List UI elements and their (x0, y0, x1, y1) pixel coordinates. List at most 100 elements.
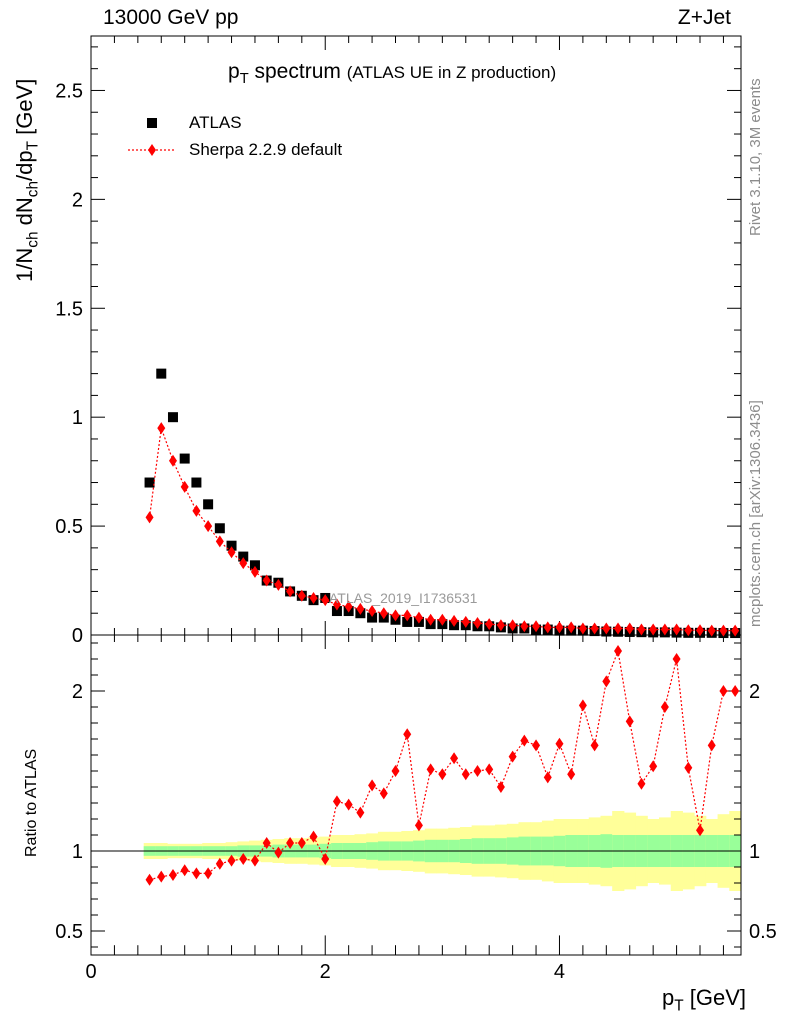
rivet-version-text: Rivet 3.1.10, 3M events (747, 78, 764, 236)
sherpa-point (578, 622, 587, 635)
ratio-point (157, 870, 166, 883)
ratio-point (297, 837, 306, 849)
atlas-point (226, 540, 237, 551)
ratio-point (344, 798, 353, 811)
sherpa-point (684, 624, 693, 637)
ratio-point (274, 846, 283, 859)
legend-sherpa-marker (148, 144, 156, 156)
sherpa-point (520, 620, 529, 633)
ratio-point (262, 837, 271, 849)
ratio-point (625, 715, 634, 728)
ratio-point (192, 867, 201, 880)
atlas-point (367, 612, 378, 623)
y-tick-label-bottom: 1 (72, 841, 83, 863)
sherpa-point (215, 535, 224, 548)
analysis-id: ATLAS_2019_I1736531 (329, 590, 478, 606)
ratio-point (332, 795, 341, 808)
y-tick-label-top: 0 (72, 625, 83, 647)
ratio-point (450, 752, 459, 765)
atlas-point (156, 368, 167, 379)
y-tick-label-top: 0.5 (55, 516, 83, 538)
ratio-point (567, 768, 576, 781)
sherpa-point (204, 520, 213, 533)
ratio-point (649, 760, 658, 773)
atlas-point (144, 477, 155, 488)
sherpa-point (719, 624, 728, 637)
sherpa-point (660, 623, 669, 636)
sherpa-point (590, 622, 599, 635)
sherpa-point (168, 454, 177, 467)
sherpa-point (157, 422, 166, 435)
ratio-point (379, 787, 388, 800)
legend-atlas-label: ATLAS (189, 113, 242, 132)
sherpa-point (731, 624, 740, 637)
sherpa-point (707, 624, 716, 637)
sherpa-point (625, 622, 634, 635)
atlas-point (203, 499, 214, 510)
sherpa-point (614, 622, 623, 635)
ratio-point (239, 853, 248, 865)
ratio-point (309, 830, 318, 843)
ratio-point (204, 867, 213, 880)
ratio-point (391, 765, 400, 777)
sherpa-point (461, 615, 470, 628)
y-tick-label-top: 2.5 (55, 80, 83, 102)
y-tick-label-bottom-right: 0.5 (749, 921, 777, 943)
ratio-point (696, 824, 705, 837)
sherpa-point (356, 602, 365, 615)
ratio-point (660, 701, 669, 713)
sherpa-point (368, 605, 377, 618)
ratio-point (555, 737, 564, 750)
legend-sherpa-label: Sherpa 2.2.9 default (189, 140, 343, 159)
sherpa-point (555, 621, 564, 634)
y-tick-label-bottom: 0.5 (55, 921, 83, 943)
ratio-point (637, 777, 646, 790)
ratio-point (414, 819, 423, 832)
ratio-point (473, 765, 482, 777)
ratio-point (496, 781, 505, 793)
sherpa-point (250, 565, 259, 578)
sherpa-point (344, 600, 353, 613)
sherpa-point (379, 607, 388, 620)
atlas-point (191, 477, 202, 488)
ratio-point (215, 857, 224, 870)
atlas-point (249, 560, 260, 571)
atlas-point (167, 412, 178, 423)
ratio-point (590, 739, 599, 752)
mcplots-text: mcplots.cern.ch [arXiv:1306.3436] (747, 400, 764, 627)
sherpa-point (309, 591, 318, 604)
ratio-point (438, 768, 447, 781)
x-tick-label: 0 (85, 961, 96, 983)
plot-title: pT spectrum (ATLAS UE in Z production) (228, 60, 557, 88)
y-tick-label-bottom-right: 2 (749, 681, 760, 703)
sherpa-point (321, 594, 330, 607)
y-tick-label-bottom-right: 1 (749, 841, 760, 863)
y-tick-label-top: 1.5 (55, 298, 83, 320)
plot-subtitle: (ATLAS UE in Z production) (346, 63, 557, 82)
ratio-point (672, 653, 681, 665)
ratio-point (356, 806, 365, 819)
sherpa-point (274, 578, 283, 591)
ratio-point (461, 768, 470, 781)
ratio-point (543, 771, 552, 784)
ratio-point (368, 779, 377, 792)
sherpa-point (192, 504, 201, 517)
atlas-point (331, 606, 342, 617)
ratio-point (508, 750, 517, 763)
ratio-point (227, 854, 236, 867)
sherpa-point (297, 589, 306, 602)
ratio-point (250, 854, 259, 867)
x-tick-label: 2 (320, 961, 331, 983)
ratio-point (145, 873, 154, 886)
sherpa-point (637, 623, 646, 636)
axes: 00.511.522.50 2 40.5 0.51 12 2 (55, 35, 777, 983)
header-right: Z+Jet (677, 6, 731, 29)
ratio-series (145, 645, 740, 886)
sherpa-point (532, 620, 541, 633)
legend-atlas-marker (147, 118, 157, 128)
atlas-point (179, 453, 190, 464)
sherpa-point (403, 609, 412, 622)
atlas-point (214, 523, 225, 534)
ratio-point (403, 728, 412, 741)
